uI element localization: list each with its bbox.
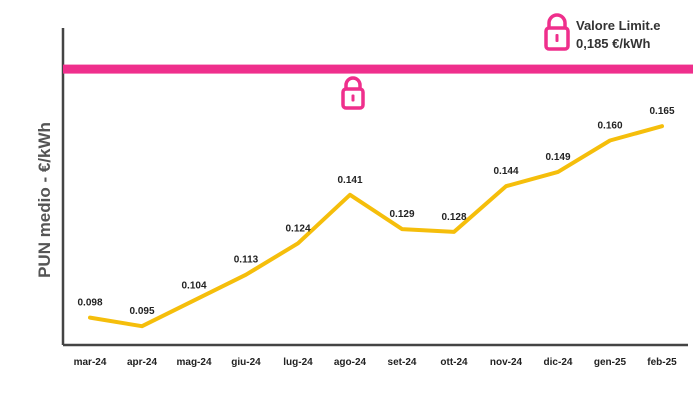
y-axis-label: PUN medio - €/kWh <box>35 122 54 278</box>
x-tick-label: nov-24 <box>490 357 523 368</box>
lock-icon <box>341 76 365 110</box>
data-label: 0.104 <box>181 280 206 291</box>
data-label: 0.124 <box>285 223 310 234</box>
x-tick-label: mar-24 <box>74 357 107 368</box>
x-tick-label: ago-24 <box>334 357 367 368</box>
legend-limit-title: Valore Limit.e <box>576 18 661 33</box>
x-tick-label: ott-24 <box>440 357 468 368</box>
series-line <box>88 124 664 329</box>
data-label: 0.149 <box>545 152 570 163</box>
x-tick-label: lug-24 <box>283 357 313 368</box>
legend-lock-icon <box>544 13 570 51</box>
data-label: 0.098 <box>77 298 102 309</box>
x-tick-label: giu-24 <box>231 357 261 368</box>
x-tick-label: feb-25 <box>647 357 677 368</box>
data-label: 0.113 <box>234 255 259 266</box>
data-label: 0.165 <box>649 106 674 117</box>
data-label: 0.160 <box>597 121 622 132</box>
data-label: 0.129 <box>389 209 414 220</box>
x-tick-label: apr-24 <box>127 357 157 368</box>
x-tick-label: mag-24 <box>176 357 211 368</box>
x-tick-label: dic-24 <box>544 357 573 368</box>
x-tick-label: gen-25 <box>594 357 627 368</box>
data-label: 0.128 <box>441 212 466 223</box>
x-tick-label: set-24 <box>388 357 417 368</box>
limit-reference-line <box>63 64 693 74</box>
legend-limit-value: 0,185 €/kWh <box>576 36 650 51</box>
data-label: 0.141 <box>337 175 362 186</box>
data-label: 0.095 <box>129 306 154 317</box>
data-label: 0.144 <box>493 166 518 177</box>
